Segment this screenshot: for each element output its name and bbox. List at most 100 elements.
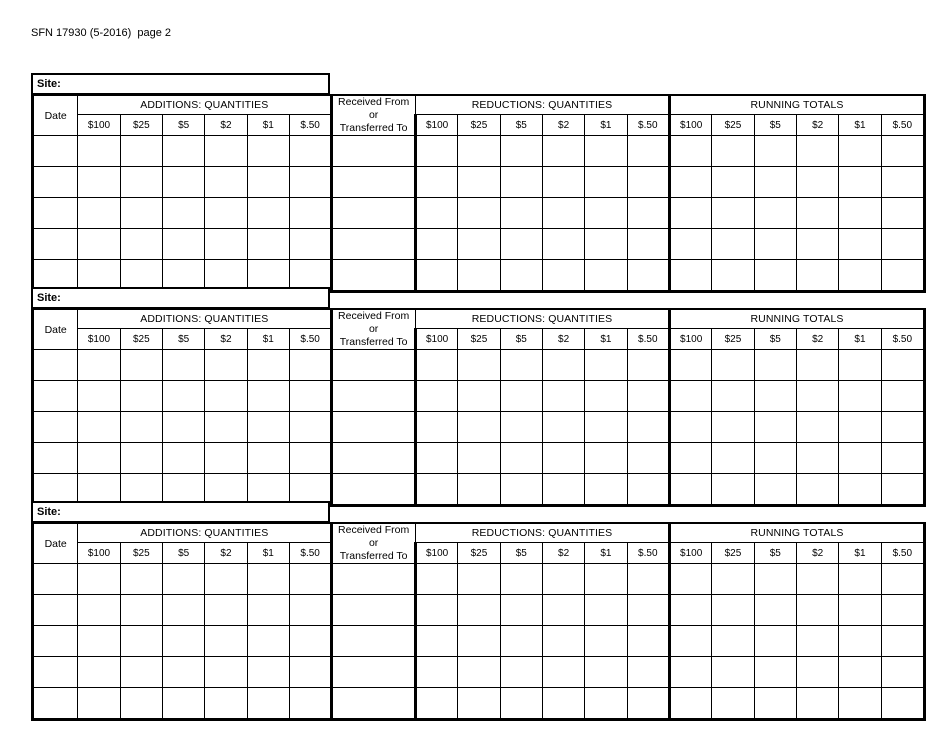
cell-reductions-50[interactable] [626, 259, 670, 291]
cell-additions-25[interactable] [119, 380, 164, 412]
cell-date[interactable] [32, 656, 79, 688]
cell-running-total-5[interactable] [753, 259, 797, 291]
cell-running-total-50[interactable] [880, 135, 925, 167]
cell-reductions-1[interactable] [584, 473, 628, 505]
cell-reductions-1[interactable] [584, 442, 628, 474]
cell-reductions-25[interactable] [457, 594, 501, 626]
cell-reductions-50[interactable] [626, 228, 670, 260]
cell-reductions-25[interactable] [457, 625, 501, 657]
cell-reductions-5[interactable] [499, 259, 543, 291]
cell-additions-2[interactable] [204, 135, 248, 167]
cell-date[interactable] [32, 594, 79, 626]
cell-running-total-100[interactable] [667, 687, 713, 719]
cell-running-total-1[interactable] [838, 473, 882, 505]
cell-additions-100[interactable] [77, 411, 121, 443]
cell-running-total-2[interactable] [795, 166, 840, 198]
cell-additions-2[interactable] [204, 625, 248, 657]
cell-date[interactable] [32, 380, 79, 412]
cell-additions-25[interactable] [119, 411, 164, 443]
cell-reductions-5[interactable] [499, 411, 543, 443]
cell-running-total-25[interactable] [711, 197, 755, 229]
cell-reductions-50[interactable] [626, 411, 670, 443]
cell-additions-50[interactable] [288, 563, 333, 595]
cell-additions-5[interactable] [161, 625, 206, 657]
cell-running-total-100[interactable] [667, 625, 713, 657]
cell-reductions-100[interactable] [413, 197, 459, 229]
cell-running-total-5[interactable] [753, 197, 797, 229]
cell-additions-25[interactable] [119, 259, 164, 291]
cell-reductions-1[interactable] [584, 656, 628, 688]
cell-running-total-100[interactable] [667, 349, 713, 381]
cell-additions-5[interactable] [161, 228, 206, 260]
cell-additions-5[interactable] [161, 259, 206, 291]
cell-running-total-100[interactable] [667, 656, 713, 688]
cell-additions-25[interactable] [119, 442, 164, 474]
cell-running-total-50[interactable] [880, 228, 925, 260]
cell-reductions-50[interactable] [626, 197, 670, 229]
cell-reductions-50[interactable] [626, 166, 670, 198]
cell-running-total-2[interactable] [795, 473, 840, 505]
cell-reductions-100[interactable] [413, 166, 459, 198]
cell-reductions-25[interactable] [457, 259, 501, 291]
cell-reductions-2[interactable] [541, 594, 586, 626]
cell-running-total-25[interactable] [711, 228, 755, 260]
cell-reductions-25[interactable] [457, 687, 501, 719]
cell-running-total-50[interactable] [880, 442, 925, 474]
cell-additions-1[interactable] [246, 656, 290, 688]
cell-running-total-2[interactable] [795, 625, 840, 657]
cell-date[interactable] [32, 473, 79, 505]
cell-additions-25[interactable] [119, 135, 164, 167]
cell-additions-100[interactable] [77, 563, 121, 595]
cell-reductions-50[interactable] [626, 349, 670, 381]
cell-reductions-5[interactable] [499, 197, 543, 229]
cell-running-total-5[interactable] [753, 135, 797, 167]
cell-running-total-50[interactable] [880, 687, 925, 719]
cell-reductions-100[interactable] [413, 442, 459, 474]
cell-reductions-100[interactable] [413, 380, 459, 412]
cell-running-total-50[interactable] [880, 656, 925, 688]
cell-reductions-100[interactable] [413, 259, 459, 291]
cell-running-total-2[interactable] [795, 380, 840, 412]
cell-reductions-2[interactable] [541, 473, 586, 505]
cell-running-total-100[interactable] [667, 473, 713, 505]
cell-running-total-2[interactable] [795, 594, 840, 626]
cell-reductions-2[interactable] [541, 349, 586, 381]
cell-additions-50[interactable] [288, 349, 333, 381]
cell-reductions-2[interactable] [541, 687, 586, 719]
cell-running-total-50[interactable] [880, 380, 925, 412]
cell-additions-1[interactable] [246, 259, 290, 291]
cell-reductions-25[interactable] [457, 656, 501, 688]
cell-additions-100[interactable] [77, 380, 121, 412]
site-field[interactable]: Site: [31, 73, 330, 94]
cell-reductions-100[interactable] [413, 473, 459, 505]
cell-running-total-25[interactable] [711, 563, 755, 595]
cell-reductions-100[interactable] [413, 625, 459, 657]
cell-additions-2[interactable] [204, 563, 248, 595]
cell-reductions-25[interactable] [457, 563, 501, 595]
cell-running-total-5[interactable] [753, 656, 797, 688]
cell-received-transferred[interactable] [330, 259, 416, 291]
cell-additions-5[interactable] [161, 687, 206, 719]
cell-reductions-50[interactable] [626, 625, 670, 657]
cell-running-total-5[interactable] [753, 442, 797, 474]
cell-running-total-1[interactable] [838, 442, 882, 474]
cell-additions-5[interactable] [161, 594, 206, 626]
cell-running-total-25[interactable] [711, 166, 755, 198]
cell-additions-2[interactable] [204, 687, 248, 719]
cell-additions-50[interactable] [288, 442, 333, 474]
cell-additions-50[interactable] [288, 166, 333, 198]
cell-date[interactable] [32, 687, 79, 719]
cell-running-total-100[interactable] [667, 197, 713, 229]
cell-additions-1[interactable] [246, 473, 290, 505]
cell-date[interactable] [32, 228, 79, 260]
cell-running-total-50[interactable] [880, 349, 925, 381]
cell-reductions-1[interactable] [584, 380, 628, 412]
cell-additions-50[interactable] [288, 135, 333, 167]
cell-additions-50[interactable] [288, 228, 333, 260]
cell-reductions-2[interactable] [541, 259, 586, 291]
cell-running-total-25[interactable] [711, 687, 755, 719]
cell-running-total-25[interactable] [711, 594, 755, 626]
cell-running-total-100[interactable] [667, 594, 713, 626]
cell-reductions-1[interactable] [584, 625, 628, 657]
cell-reductions-2[interactable] [541, 135, 586, 167]
